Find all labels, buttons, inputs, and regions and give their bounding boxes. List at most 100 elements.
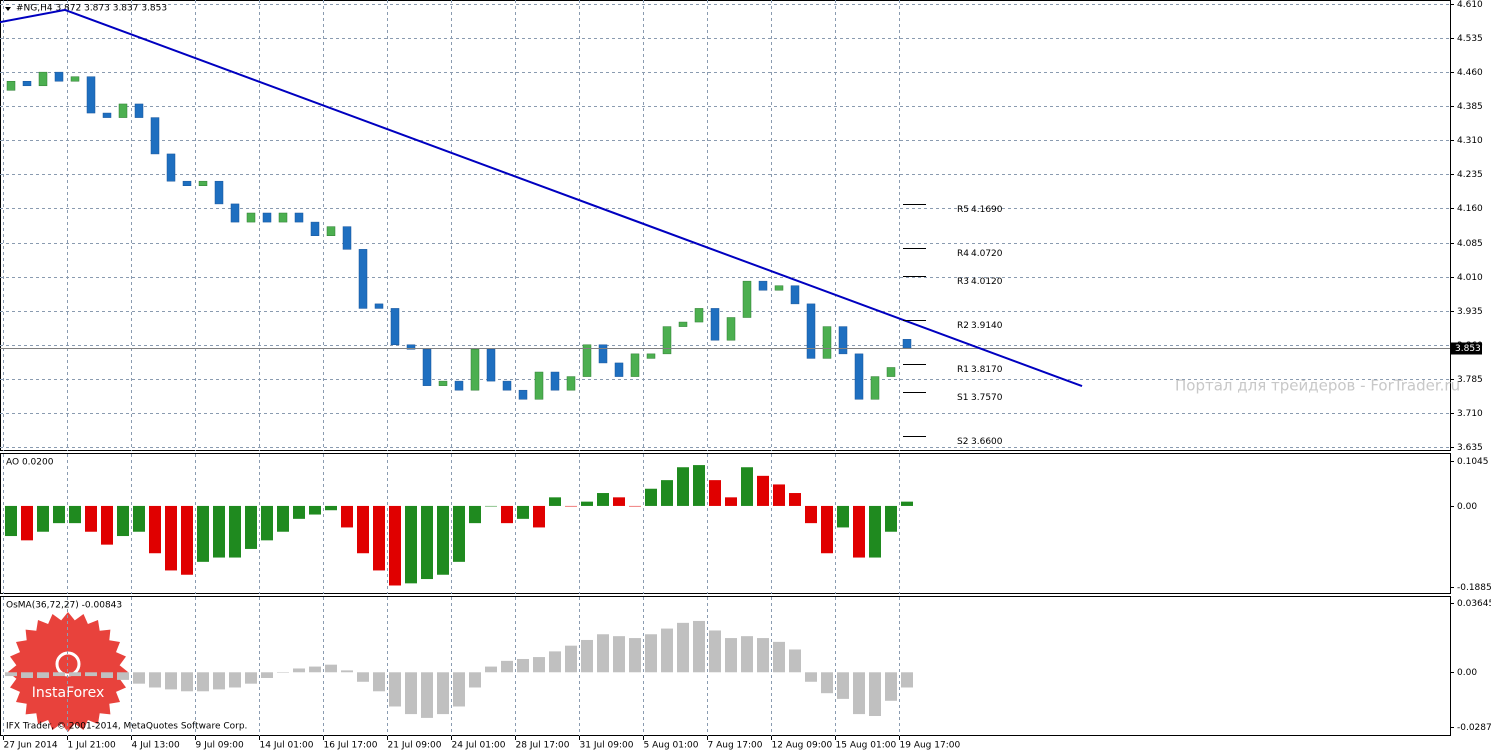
histogram-bar [869, 505, 881, 558]
y-tick-label: 3.785 [1457, 375, 1483, 385]
pivot-name: S1 [957, 393, 968, 403]
candle [118, 103, 128, 118]
y-tick-label: -0.02879 [1457, 723, 1491, 733]
histogram-bar [901, 501, 913, 506]
candle [54, 71, 64, 82]
histogram-bar [661, 628, 673, 673]
x-tick-label: 27 Jun 2014 [4, 741, 58, 751]
candle [822, 326, 832, 359]
candle [662, 326, 672, 355]
candle [854, 353, 864, 400]
histogram-bar [437, 672, 449, 715]
candle [582, 344, 592, 377]
histogram-bar [309, 666, 321, 673]
pivot-value: 3.9140 [971, 321, 1003, 331]
candle [470, 349, 480, 391]
histogram-bar [117, 505, 129, 537]
candle [870, 376, 880, 400]
histogram-bar [837, 672, 849, 699]
pivot-name: R2 [957, 321, 969, 331]
candle [406, 344, 416, 350]
histogram-bar [469, 505, 481, 524]
histogram-bar [21, 672, 33, 678]
histogram-bar [181, 505, 193, 575]
y-tick-label: 0.03645 [1457, 599, 1491, 609]
candle [630, 353, 640, 377]
y-tick-label: 0.00 [1457, 668, 1477, 678]
watermark: Портал для трейдеров - ForTrader.ru [1175, 377, 1460, 395]
pivot-name: S2 [957, 437, 968, 447]
histogram-bar [501, 660, 513, 673]
x-tick-label: 16 Jul 17:00 [324, 741, 378, 751]
histogram-bar [213, 505, 225, 558]
histogram-bar [789, 649, 801, 673]
candle [22, 80, 32, 87]
menu-arrow [5, 7, 11, 11]
histogram-bar [5, 505, 17, 537]
x-tick-label: 19 Aug 17:00 [900, 741, 961, 751]
histogram-bar [373, 505, 385, 571]
histogram-bar [693, 465, 705, 506]
y-tick-label: -0.1885 [1457, 583, 1491, 593]
histogram-bar [741, 636, 753, 673]
x-tick-label: 14 Jul 01:00 [260, 741, 314, 751]
histogram-bar [341, 670, 353, 673]
histogram-bar [805, 672, 817, 682]
histogram-bar [245, 505, 257, 549]
histogram-bar [645, 488, 657, 506]
histogram-bar [165, 672, 177, 690]
x-tick-label: 21 Jul 09:00 [388, 741, 442, 751]
histogram-bar [101, 505, 113, 545]
histogram-bar [885, 672, 897, 701]
x-tick-label: 24 Jul 01:00 [452, 741, 506, 751]
y-tick-label: 3.635 [1457, 443, 1483, 453]
pivot-value: 4.0720 [971, 249, 1003, 259]
candle [502, 380, 512, 391]
y-tick-label: 4.010 [1457, 273, 1483, 283]
histogram-bar [293, 668, 305, 673]
histogram-bar [597, 493, 609, 506]
histogram-bar [101, 672, 113, 678]
candle [278, 212, 288, 223]
histogram-bar [677, 622, 689, 673]
y-tick-label: 4.535 [1457, 34, 1483, 44]
candle [886, 367, 896, 377]
candle [566, 376, 576, 391]
x-tick-label: 7 Aug 17:00 [708, 741, 763, 751]
histogram-bar [613, 636, 625, 673]
y-tick-label: 0.1045 [1457, 457, 1489, 467]
histogram-bar [357, 505, 369, 554]
panel-title: AO 0.0200 [6, 458, 54, 468]
x-tick-label: 1 Jul 21:00 [68, 741, 117, 751]
histogram-bar [149, 672, 161, 688]
histogram-bar [757, 475, 769, 506]
histogram-bar [341, 505, 353, 528]
histogram-bar [293, 505, 305, 519]
histogram-bar [629, 505, 641, 507]
candle [214, 180, 224, 205]
candle [166, 153, 176, 182]
candle [182, 180, 192, 186]
y-tick-label: 4.085 [1457, 239, 1483, 249]
candle [358, 249, 368, 309]
histogram-bar [21, 505, 33, 541]
histogram-bar [309, 505, 321, 515]
histogram-bar [277, 672, 289, 673]
pivot-value: 4.1690 [971, 205, 1003, 215]
candle [742, 280, 752, 318]
y-tick-label: 0.00 [1457, 502, 1477, 512]
candle [102, 112, 112, 118]
histogram-bar [485, 666, 497, 673]
candle [294, 212, 304, 223]
histogram-bar [389, 505, 401, 586]
x-tick-label: 28 Jul 17:00 [516, 741, 570, 751]
candle [262, 212, 272, 223]
histogram-bar [405, 505, 417, 584]
histogram-bar [325, 505, 337, 511]
histogram-bar [581, 501, 593, 506]
candle [6, 80, 16, 91]
candle [374, 303, 384, 309]
histogram-bar [277, 505, 289, 532]
candle [646, 353, 656, 359]
histogram-bar [453, 672, 465, 707]
